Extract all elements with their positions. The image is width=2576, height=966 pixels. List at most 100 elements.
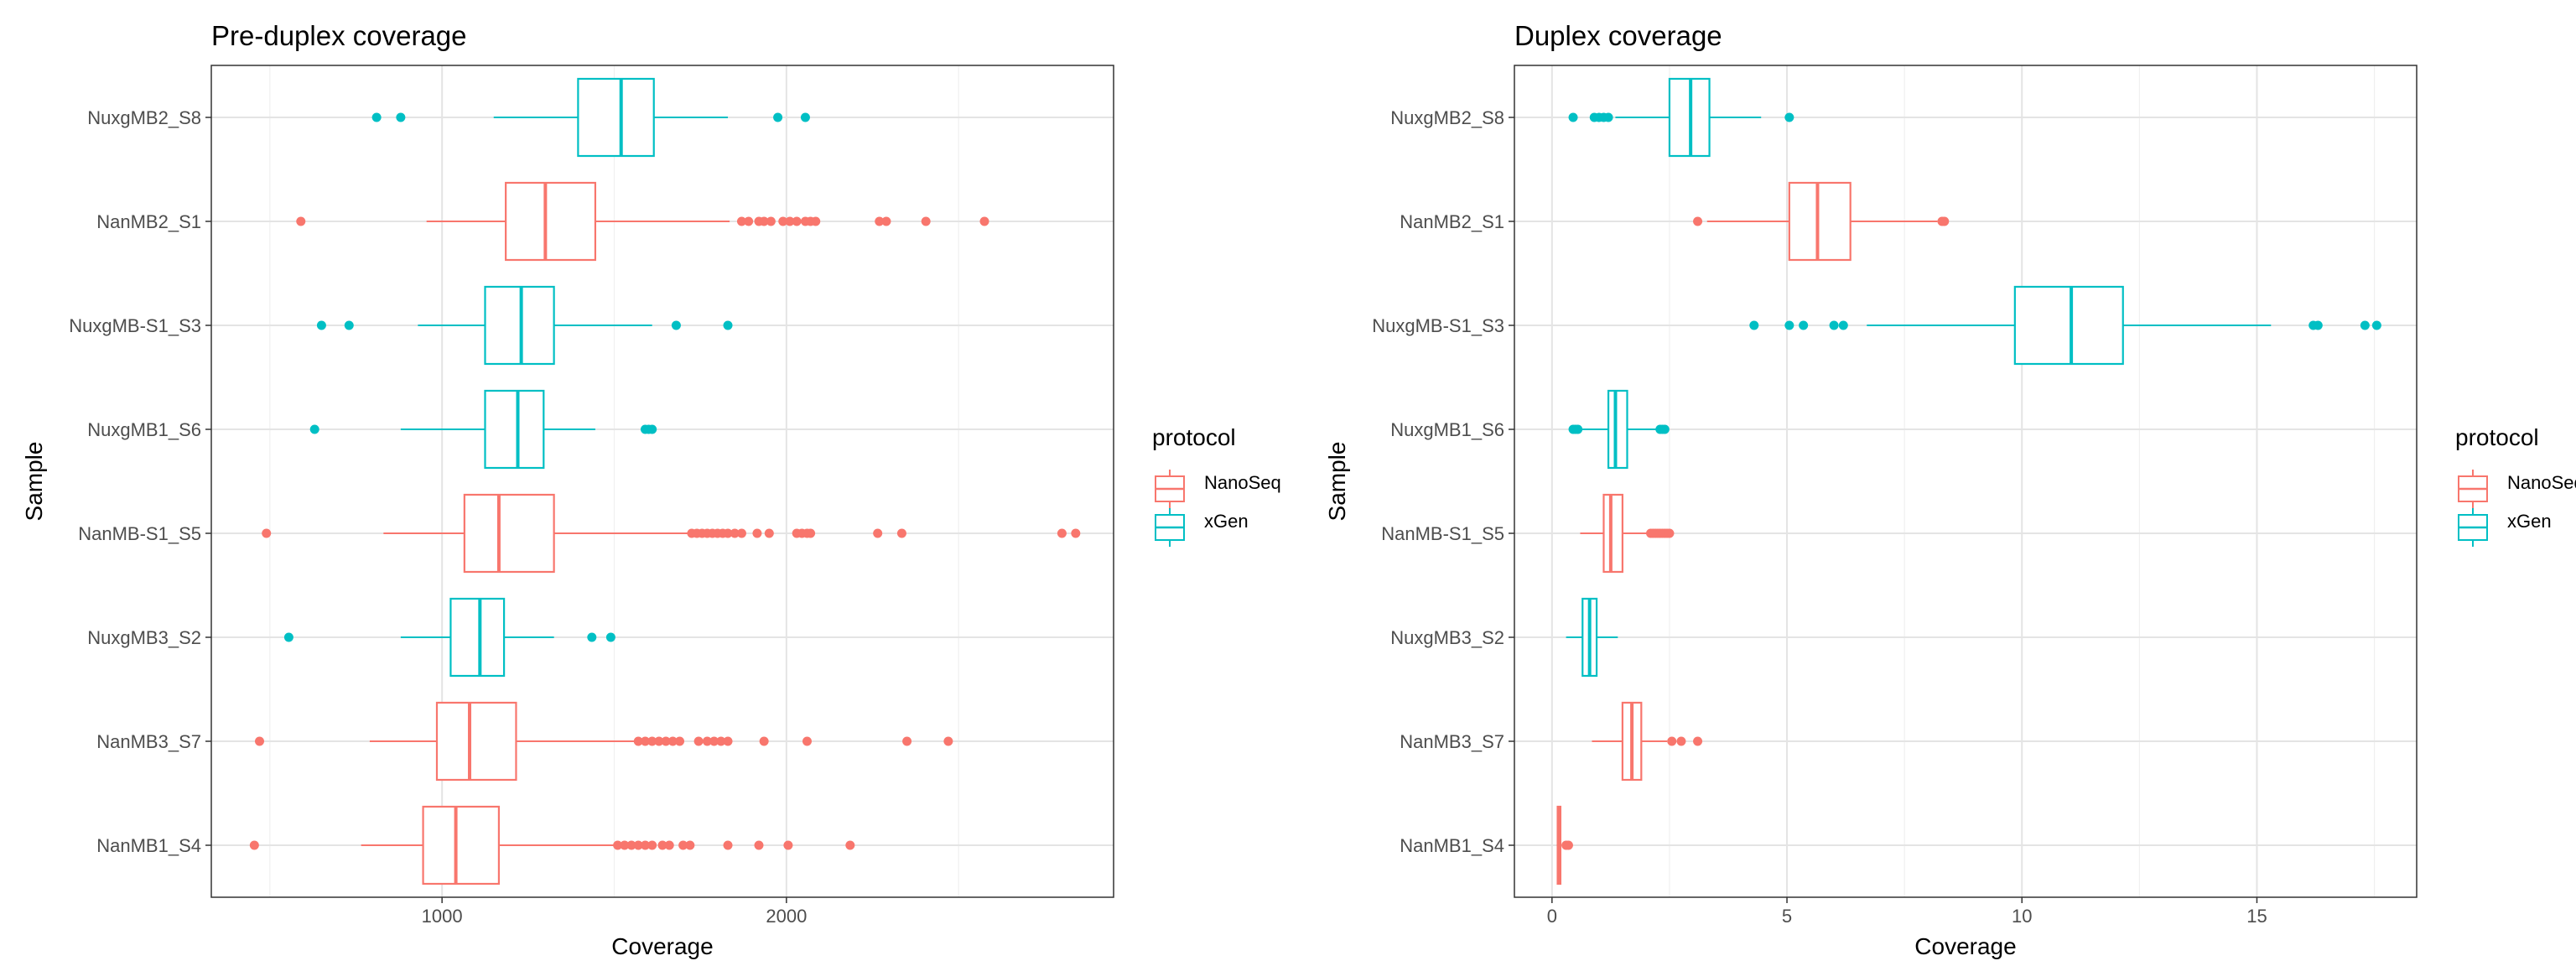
outlier-point: [702, 736, 712, 746]
outlier-point: [806, 528, 816, 538]
outlier-point: [723, 320, 733, 330]
outlier-point: [730, 528, 740, 538]
outlier-point: [283, 632, 293, 642]
box: [463, 493, 555, 574]
outlier-point: [296, 216, 306, 226]
legend-key-nanoseq: [1155, 470, 1185, 508]
y-axis-title: Sample: [21, 442, 47, 522]
outlier-point: [647, 840, 657, 850]
outlier-point: [640, 840, 650, 850]
y-tick-label: NanMB2_S1: [96, 211, 201, 232]
box: [1602, 493, 1623, 574]
outlier-point: [759, 736, 769, 746]
outlier-point: [685, 840, 695, 850]
outlier-point: [254, 736, 264, 746]
outlier-point: [1676, 736, 1686, 746]
boxplot-NuxgMB2_S8: [1568, 77, 1794, 158]
outlier-point: [736, 216, 746, 226]
y-tick-label: NuxgMB3_S2: [1390, 627, 1504, 648]
outlier-point: [979, 216, 989, 226]
legend-label-xgen: xGen: [2507, 511, 2552, 532]
y-tick-label: NanMB3_S7: [1400, 731, 1504, 752]
y-axis-ticks: NuxgMB2_S8 NanMB2_S1 NuxgMB-S1_S3 NuxgMB1_S…: [1372, 107, 1514, 856]
legend: protocol NanoSeq xGen: [2455, 424, 2576, 547]
outlier-point: [654, 736, 664, 746]
outlier-point: [759, 216, 769, 226]
outlier-point: [249, 840, 259, 850]
outlier-point: [1749, 320, 1759, 330]
x-axis-ticks: 1000 2000: [422, 897, 807, 927]
outlier-point: [902, 736, 912, 746]
y-tick-label: NanMB2_S1: [1400, 211, 1504, 232]
outlier-point: [1071, 528, 1081, 538]
outlier-point: [633, 736, 643, 746]
outlier-point: [1563, 840, 1573, 850]
legend-key-xgen: [2458, 508, 2488, 547]
outlier-point: [1940, 216, 1950, 226]
legend-label-nanoseq: NanoSeq: [2507, 472, 2576, 493]
outlier-point: [709, 736, 719, 746]
box: [484, 389, 545, 470]
outlier-point: [344, 320, 354, 330]
x-tick-label: 15: [2246, 906, 2267, 927]
y-tick-label: NuxgMB-S1_S3: [1372, 315, 1504, 336]
outlier-point: [921, 216, 931, 226]
box: [422, 805, 501, 886]
boxplot-NuxgMB1_S6: [309, 389, 657, 470]
outlier-point: [1693, 216, 1703, 226]
outlier-point: [1693, 736, 1703, 746]
box: [505, 181, 597, 262]
boxplot-NanMB1_S4: [249, 805, 855, 886]
boxplot-NuxgMB3_S2: [1566, 597, 1618, 678]
box: [449, 597, 506, 678]
boxplot-NuxgMB3_S2: [283, 597, 615, 678]
outlier-point: [723, 840, 733, 850]
y-tick-label: NanMB3_S7: [96, 731, 201, 752]
legend-keys: [2458, 470, 2488, 547]
boxplot-NanMB3_S7: [1592, 701, 1703, 782]
x-axis-ticks: 0 5 10 15: [1547, 897, 2267, 927]
boxplot-NanMB1_S4: [1556, 805, 1573, 886]
legend-title: protocol: [1152, 424, 1236, 450]
plot-border: [1514, 65, 2418, 898]
duplex-chart: Duplex coverage NuxgMB2_S8NanMB2_S1NuxgM…: [1324, 20, 2418, 959]
boxplot-NuxgMB1_S6: [1568, 389, 1670, 470]
y-tick-label: NuxgMB2_S8: [1390, 107, 1504, 128]
outlier-point: [2360, 320, 2370, 330]
outlier-point: [1784, 320, 1794, 330]
outlier-point: [723, 736, 733, 746]
outlier-point: [667, 736, 678, 746]
boxplot-NanMB3_S7: [254, 701, 953, 782]
outlier-point: [605, 632, 615, 642]
outlier-point: [626, 840, 636, 850]
outlier-point: [620, 840, 630, 850]
chart-title: Duplex coverage: [1514, 20, 1722, 51]
outlier-point: [371, 112, 382, 122]
outlier-point: [633, 840, 643, 850]
x-tick-label: 1000: [422, 906, 463, 927]
outlier-point: [802, 736, 812, 746]
x-tick-label: 0: [1547, 906, 1557, 927]
boxplot-NanMB2_S1: [296, 181, 989, 262]
chart-title: Pre-duplex coverage: [211, 20, 467, 51]
box: [435, 701, 517, 782]
outlier-point: [647, 424, 657, 434]
y-tick-label: NanMB-S1_S5: [1381, 523, 1504, 544]
outlier-point: [943, 736, 953, 746]
outlier-point: [647, 736, 657, 746]
outlier-point: [766, 216, 776, 226]
box: [1788, 181, 1852, 262]
legend-title: protocol: [2455, 424, 2539, 450]
outlier-point: [783, 840, 793, 850]
legend-label-xgen: xGen: [1204, 511, 1249, 532]
outlier-point: [1838, 320, 1848, 330]
outlier-point: [309, 424, 319, 434]
y-tick-label: NuxgMB1_S6: [1390, 419, 1504, 440]
outlier-point: [661, 736, 671, 746]
outlier-point: [1667, 736, 1677, 746]
box: [484, 285, 555, 366]
outlier-point: [764, 528, 774, 538]
outlier-point: [671, 320, 681, 330]
boxplot-NanMB-S1_S5: [262, 493, 1081, 574]
